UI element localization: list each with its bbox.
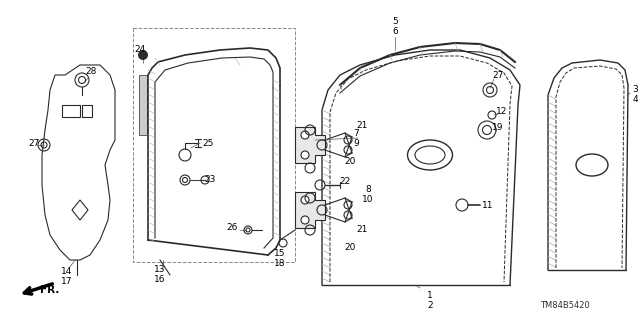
Text: 5: 5 — [392, 18, 398, 26]
Circle shape — [301, 151, 309, 159]
Text: 8: 8 — [365, 186, 371, 195]
Bar — [82, 105, 92, 117]
Text: 2: 2 — [427, 300, 433, 309]
Text: FR.: FR. — [40, 285, 60, 295]
Circle shape — [301, 196, 309, 204]
Text: 19: 19 — [492, 122, 504, 131]
Text: 24: 24 — [134, 46, 146, 55]
Text: 13: 13 — [154, 265, 166, 275]
Text: 20: 20 — [344, 243, 356, 253]
Text: 16: 16 — [154, 276, 166, 285]
Text: 27: 27 — [28, 138, 40, 147]
Text: 23: 23 — [204, 175, 216, 184]
Bar — [139, 75, 147, 135]
Text: 21: 21 — [356, 121, 368, 130]
Text: 3: 3 — [632, 85, 638, 94]
Text: 21: 21 — [356, 226, 368, 234]
Text: 25: 25 — [202, 138, 214, 147]
Polygon shape — [295, 192, 325, 228]
Text: 1: 1 — [427, 291, 433, 300]
Text: 14: 14 — [61, 268, 73, 277]
Text: 10: 10 — [362, 196, 374, 204]
Text: 11: 11 — [483, 201, 493, 210]
Text: 4: 4 — [632, 95, 638, 105]
Text: 6: 6 — [392, 27, 398, 36]
Text: 22: 22 — [339, 177, 351, 187]
Circle shape — [301, 131, 309, 139]
Text: TM84B5420: TM84B5420 — [540, 300, 590, 309]
Circle shape — [138, 50, 148, 60]
Text: 27: 27 — [492, 70, 504, 79]
Text: 9: 9 — [353, 138, 359, 147]
Text: 7: 7 — [353, 129, 359, 137]
Bar — [133, 28, 295, 262]
Bar — [62, 105, 80, 117]
Text: 15: 15 — [275, 249, 285, 257]
Text: 17: 17 — [61, 278, 73, 286]
Text: 18: 18 — [275, 258, 285, 268]
Text: 26: 26 — [227, 224, 237, 233]
Polygon shape — [295, 127, 325, 163]
Text: 12: 12 — [496, 108, 508, 116]
Text: 28: 28 — [85, 68, 97, 77]
Circle shape — [301, 216, 309, 224]
Text: 20: 20 — [344, 158, 356, 167]
